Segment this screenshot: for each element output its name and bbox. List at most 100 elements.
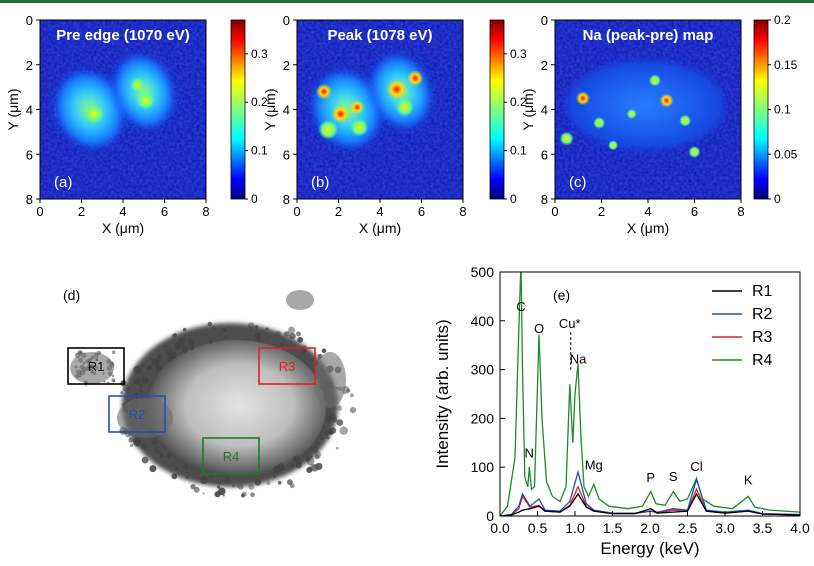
region-box [258,347,316,385]
particle-speckle [172,462,176,467]
x-axis-title: X (μm) [359,220,401,236]
colorbar-tick-label: 0 [251,192,258,206]
y-tick-label: 2 [26,58,33,73]
particle-speckle [138,388,143,394]
particle-speckle [133,365,142,374]
x-tick-label: 4 [376,204,383,219]
colorbar-tick-label: 0.05 [774,147,798,161]
hotspot [659,93,674,108]
y-tick-label: 0 [541,13,548,28]
accent-bar [0,0,814,3]
legend-label-r3: R3 [752,329,773,346]
particle-speckle [122,384,130,392]
y-tick-label: 0 [26,13,33,28]
particle-speckle [181,344,188,352]
map-title: Peak (1078 eV) [327,27,432,44]
series-line-r2 [500,469,800,516]
colorbar-tick-label: 0.3 [251,47,268,61]
y-axis-title: Y (μm) [5,88,21,130]
y-tick-label: 0 [486,508,494,524]
particle-speckle [174,342,182,350]
particle-speckle [190,484,196,490]
map-content [559,60,725,159]
y-tick-label: 400 [471,313,495,329]
particle-speckle [275,330,282,337]
colorbar-tick-label: 0 [510,192,517,206]
particle-speckle [151,439,158,446]
particle-speckle [133,440,141,448]
peak-label: C [516,299,525,314]
y-axis-title: Y (μm) [262,88,278,130]
x-tick-label: 2 [78,204,85,219]
y-tick-label: 200 [471,410,495,426]
particle-speckle [183,350,187,354]
legend-label-r1: R1 [752,283,773,300]
particle-speckle [155,364,162,371]
x-tick-label: 3.5 [753,520,773,536]
legend-label-r2: R2 [752,306,773,323]
particle-speckle [316,441,320,445]
spectrum-lines [500,272,800,516]
particle-speckle [157,354,163,360]
x-tick-label: 6 [161,204,168,219]
particle-speckle [247,322,255,329]
particle-speckle [185,476,189,479]
particle-speckle [320,437,323,441]
region-r3: R3 [258,347,316,385]
hotspot [83,103,104,124]
tem-image-panel: (d) R1 R2 R3 R4 [63,287,357,498]
particle-speckle [336,419,344,426]
particle-speckle [284,331,290,337]
peak-label: S [669,469,678,484]
x-tick-label: 3.0 [715,520,735,536]
colorbar-tick-label: 0 [774,192,781,206]
particle-speckle [111,350,116,355]
hotspot [608,140,619,151]
peak-label: P [646,470,655,485]
particle-speckle [173,333,178,338]
particle-speckle [175,467,178,470]
x-axis-title: X (μm) [627,220,669,236]
peak-label: N [525,445,534,460]
particle-speckle [326,415,333,423]
colorbar [489,19,505,200]
hotspot [350,100,365,115]
y-tick-label: 0 [283,13,290,28]
particle-speckle [133,437,142,446]
particle-speckle [287,479,293,485]
legend-label-r4: R4 [752,352,773,369]
particle-speckle [214,491,221,498]
particle-speckle [273,475,276,478]
peak-label: Cu* [559,316,581,331]
y-tick-label: 2 [283,58,290,73]
y-tick-label: 100 [471,459,495,475]
particle-speckle [111,378,116,382]
particle-speckle [314,454,320,460]
particle-speckle [154,449,161,456]
particle-speckle [187,338,195,346]
particle-speckle [146,366,150,370]
particle-speckle [165,350,170,355]
particle-speckle [128,437,134,443]
particle-speckle [159,453,165,458]
hotspot [386,79,407,100]
particle-speckle [156,451,159,454]
particle-speckle [190,466,194,470]
map-content [56,56,173,147]
colorbar-tick-label: 0.1 [774,103,791,117]
particle-speckle [311,445,319,453]
x-tick-label: 2.0 [640,520,660,536]
x-tick-label: 8 [737,204,744,219]
x-tick-label: 4 [119,204,126,219]
x-tick-label: 4.0 [790,520,810,536]
particle-speckle [277,463,285,471]
region-box [67,347,125,385]
particle-speckle [148,382,153,388]
particle-speckle [324,430,330,437]
colorbar [230,19,246,200]
particle-speckle [248,483,255,490]
x-tick-label: 0 [551,204,558,219]
hotspot [593,116,606,129]
particle-speckle [168,351,177,360]
hotspot [688,146,701,159]
